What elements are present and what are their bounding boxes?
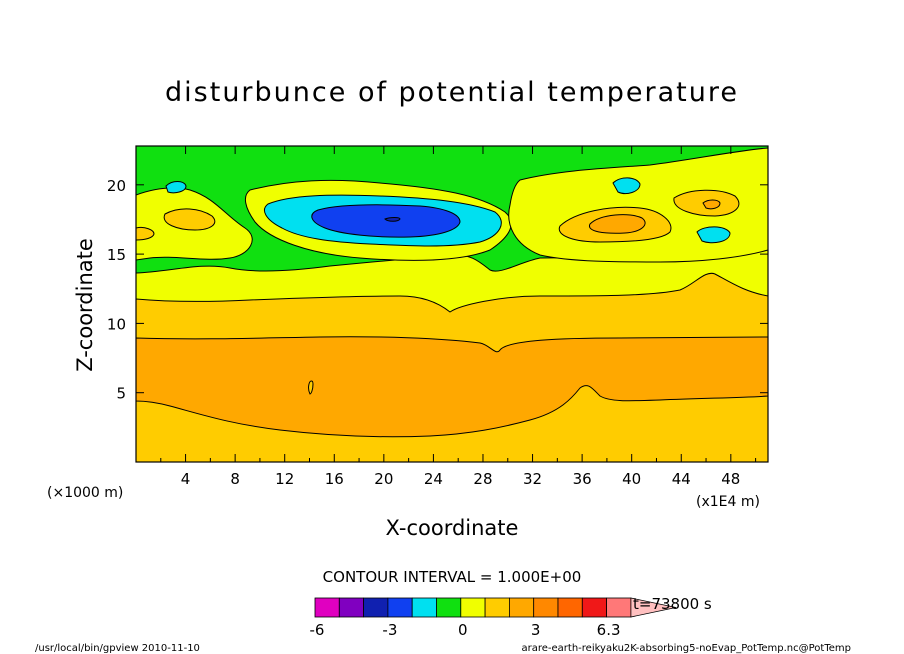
cold-core	[384, 217, 401, 222]
cold-blob-small-2	[612, 177, 641, 195]
x-tick-label: 40	[622, 470, 641, 488]
colorbar-label: 6.3	[597, 621, 621, 639]
x-tick-label: 8	[230, 470, 240, 488]
y-tick-label: 10	[107, 315, 126, 333]
time-label: t=73800 s	[633, 595, 712, 613]
x-tick-label: 4	[181, 470, 191, 488]
cold-blob-small-1	[165, 181, 187, 194]
colorbar-swatch	[557, 597, 583, 618]
colorbar-swatch	[363, 597, 389, 618]
x-tick-label: 20	[374, 470, 393, 488]
x-tick-label: 32	[523, 470, 542, 488]
x-unit-left: (×1000 m)	[47, 485, 123, 501]
lower-warm-region	[136, 336, 768, 438]
warm-cell-inner	[589, 214, 646, 234]
colorbar-swatch	[338, 597, 364, 618]
x-unit-right: (x1E4 m)	[696, 494, 760, 510]
colorbar-swatch	[533, 597, 559, 618]
cold-cell-inner	[311, 204, 461, 238]
x-tick-label: 24	[424, 470, 443, 488]
x-tick-label: 36	[573, 470, 592, 488]
small-warm-dot	[308, 380, 314, 395]
y-tick-label: 15	[107, 246, 126, 264]
plot-area	[135, 145, 769, 463]
colorbar-swatch	[484, 597, 510, 618]
x-tick-label: 44	[672, 470, 691, 488]
x-axis: 4 8 12 16 20 24 28 32 36 40 44 48	[160, 146, 757, 488]
colorbar-labels: -6 -3 0 3 6.3	[310, 621, 621, 639]
y-tick-label: 5	[116, 385, 126, 403]
colorbar-label: 0	[458, 621, 468, 639]
cold-blob-small-3	[696, 226, 731, 244]
x-axis-label: X-coordinate	[386, 516, 519, 540]
colorbar-swatch	[436, 597, 462, 618]
colorbar-extension	[630, 597, 676, 618]
colorbar-swatch	[606, 597, 632, 618]
warm-blob-left	[163, 208, 216, 231]
colorbar	[314, 597, 676, 618]
plot-frame	[135, 145, 769, 463]
colorbar-swatch	[314, 597, 340, 618]
footer-left: /usr/local/bin/gpview 2010-11-10	[35, 643, 200, 654]
colorbar-swatch	[460, 597, 486, 618]
colorbar-swatch	[508, 597, 535, 618]
x-tick-label: 12	[275, 470, 294, 488]
colorbar-swatch	[581, 597, 607, 618]
contour-interval-label: CONTOUR INTERVAL = 1.000E+00	[323, 568, 582, 586]
colorbar-label: -6	[310, 621, 325, 639]
x-tick-label: 28	[473, 470, 492, 488]
chart-title: disturbunce of potential temperature	[165, 77, 739, 108]
colorbar-swatch	[411, 597, 437, 618]
footer-right: arare-earth-reikyaku2K-absorbing5-noEvap…	[522, 643, 852, 654]
x-tick-label: 48	[721, 470, 740, 488]
y-axis: 5 10 15 20	[107, 177, 768, 403]
colorbar-label: 3	[531, 621, 541, 639]
x-tick-label: 16	[325, 470, 344, 488]
colorbar-swatch	[387, 597, 413, 618]
warm-blob-upper-right-inner	[702, 199, 721, 210]
y-tick-label: 20	[107, 177, 126, 195]
colorbar-label: -3	[382, 621, 397, 639]
warm-blob-edge	[136, 227, 155, 241]
y-axis-label: Z-coordinate	[73, 238, 97, 372]
